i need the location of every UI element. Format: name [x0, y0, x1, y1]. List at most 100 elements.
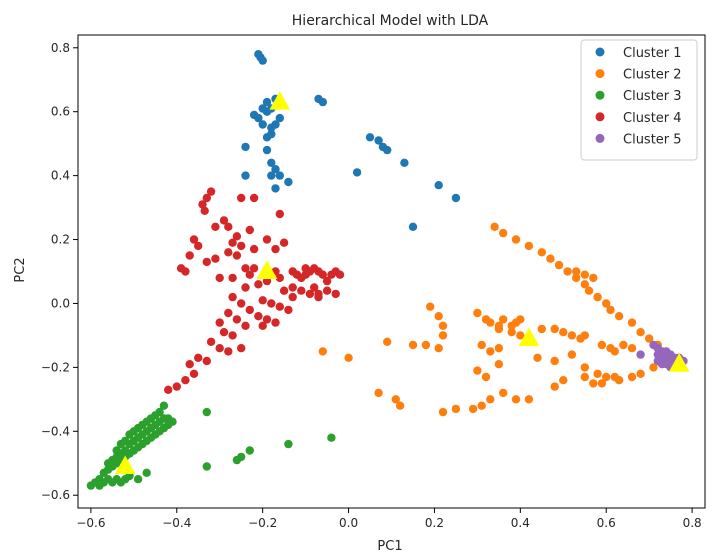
data-point — [271, 120, 280, 129]
data-point — [494, 344, 504, 353]
data-point — [434, 312, 443, 321]
data-point — [297, 286, 306, 295]
data-point — [275, 113, 284, 123]
y-tick-label: 0.4 — [51, 169, 70, 183]
data-point — [602, 372, 611, 382]
data-point — [318, 270, 327, 279]
data-point — [649, 363, 658, 372]
data-point — [275, 273, 284, 283]
data-point — [116, 439, 126, 449]
data-points — [86, 50, 688, 490]
data-point — [645, 334, 654, 343]
data-point — [486, 318, 495, 327]
data-point — [189, 235, 199, 244]
data-point — [374, 136, 383, 145]
centroid-triangle — [269, 91, 291, 110]
data-point — [219, 328, 229, 337]
data-point — [584, 286, 594, 295]
data-point — [202, 193, 211, 203]
data-point — [284, 177, 293, 187]
data-point — [563, 267, 572, 276]
y-tick-label: 0.2 — [51, 233, 70, 247]
data-point — [112, 446, 121, 455]
data-point — [185, 251, 194, 260]
data-point — [322, 276, 332, 286]
data-point — [511, 235, 521, 244]
data-point — [211, 222, 220, 231]
data-point — [249, 244, 259, 254]
data-point — [254, 312, 263, 321]
data-point — [164, 385, 173, 394]
data-point — [537, 248, 546, 257]
data-point — [245, 225, 254, 235]
plot-area-frame — [77, 34, 706, 509]
data-point — [181, 376, 190, 385]
centroid-triangle — [668, 353, 690, 372]
data-point — [572, 267, 581, 276]
data-point — [189, 369, 199, 378]
data-point — [215, 344, 224, 353]
data-point — [206, 337, 216, 346]
legend-marker — [595, 47, 605, 57]
data-point — [254, 113, 263, 123]
data-point — [258, 56, 267, 65]
data-point — [481, 372, 491, 382]
legend-marker — [595, 112, 605, 122]
data-point — [232, 315, 242, 324]
data-point — [215, 273, 224, 283]
data-point — [262, 107, 272, 116]
data-point — [288, 283, 297, 292]
legend-marker — [595, 133, 605, 143]
data-point — [597, 379, 607, 388]
data-point — [374, 388, 383, 398]
data-point — [254, 280, 263, 289]
data-point — [267, 171, 276, 180]
data-point — [241, 283, 250, 292]
data-point — [95, 481, 104, 490]
data-point — [159, 401, 169, 410]
data-point — [533, 353, 542, 362]
data-point — [241, 171, 250, 180]
data-point — [666, 350, 675, 359]
data-point — [267, 158, 276, 167]
data-point — [202, 407, 211, 417]
data-point — [237, 452, 246, 462]
x-tick-label: 0.4 — [511, 516, 530, 530]
data-point — [271, 184, 280, 193]
data-point — [580, 331, 589, 340]
data-point — [202, 462, 211, 471]
y-tick-label: −0.6 — [41, 488, 70, 502]
data-point — [133, 475, 143, 484]
data-point — [391, 395, 400, 404]
data-point — [284, 305, 293, 315]
chart-title: Hierarchical Model with LDA — [292, 13, 489, 29]
data-point — [172, 382, 181, 391]
data-point — [614, 376, 624, 385]
data-point — [408, 340, 418, 350]
data-point — [258, 120, 267, 129]
data-point — [477, 401, 486, 410]
data-point — [580, 363, 589, 372]
data-point — [219, 216, 229, 225]
data-point — [310, 283, 319, 292]
data-point — [516, 331, 525, 340]
data-point — [202, 257, 211, 267]
data-point — [228, 331, 237, 340]
data-point — [421, 340, 431, 350]
y-tick-label: −0.4 — [41, 424, 70, 438]
x-tick-label: 0.8 — [683, 516, 702, 530]
data-point — [473, 308, 482, 318]
data-point — [202, 356, 211, 366]
data-point — [305, 289, 315, 299]
data-point — [426, 302, 435, 311]
legend: Cluster 1 Cluster 2 Cluster 3 Cluster 4 Clus… — [580, 39, 698, 161]
centroid-triangle — [518, 327, 540, 347]
data-point — [327, 433, 336, 442]
data-point — [636, 369, 645, 378]
data-point — [567, 350, 577, 359]
data-point — [241, 142, 250, 152]
x-tick-label: −0.4 — [162, 516, 191, 530]
data-point — [322, 286, 332, 295]
data-point — [438, 331, 448, 340]
legend-label: Cluster 3 — [623, 89, 682, 104]
